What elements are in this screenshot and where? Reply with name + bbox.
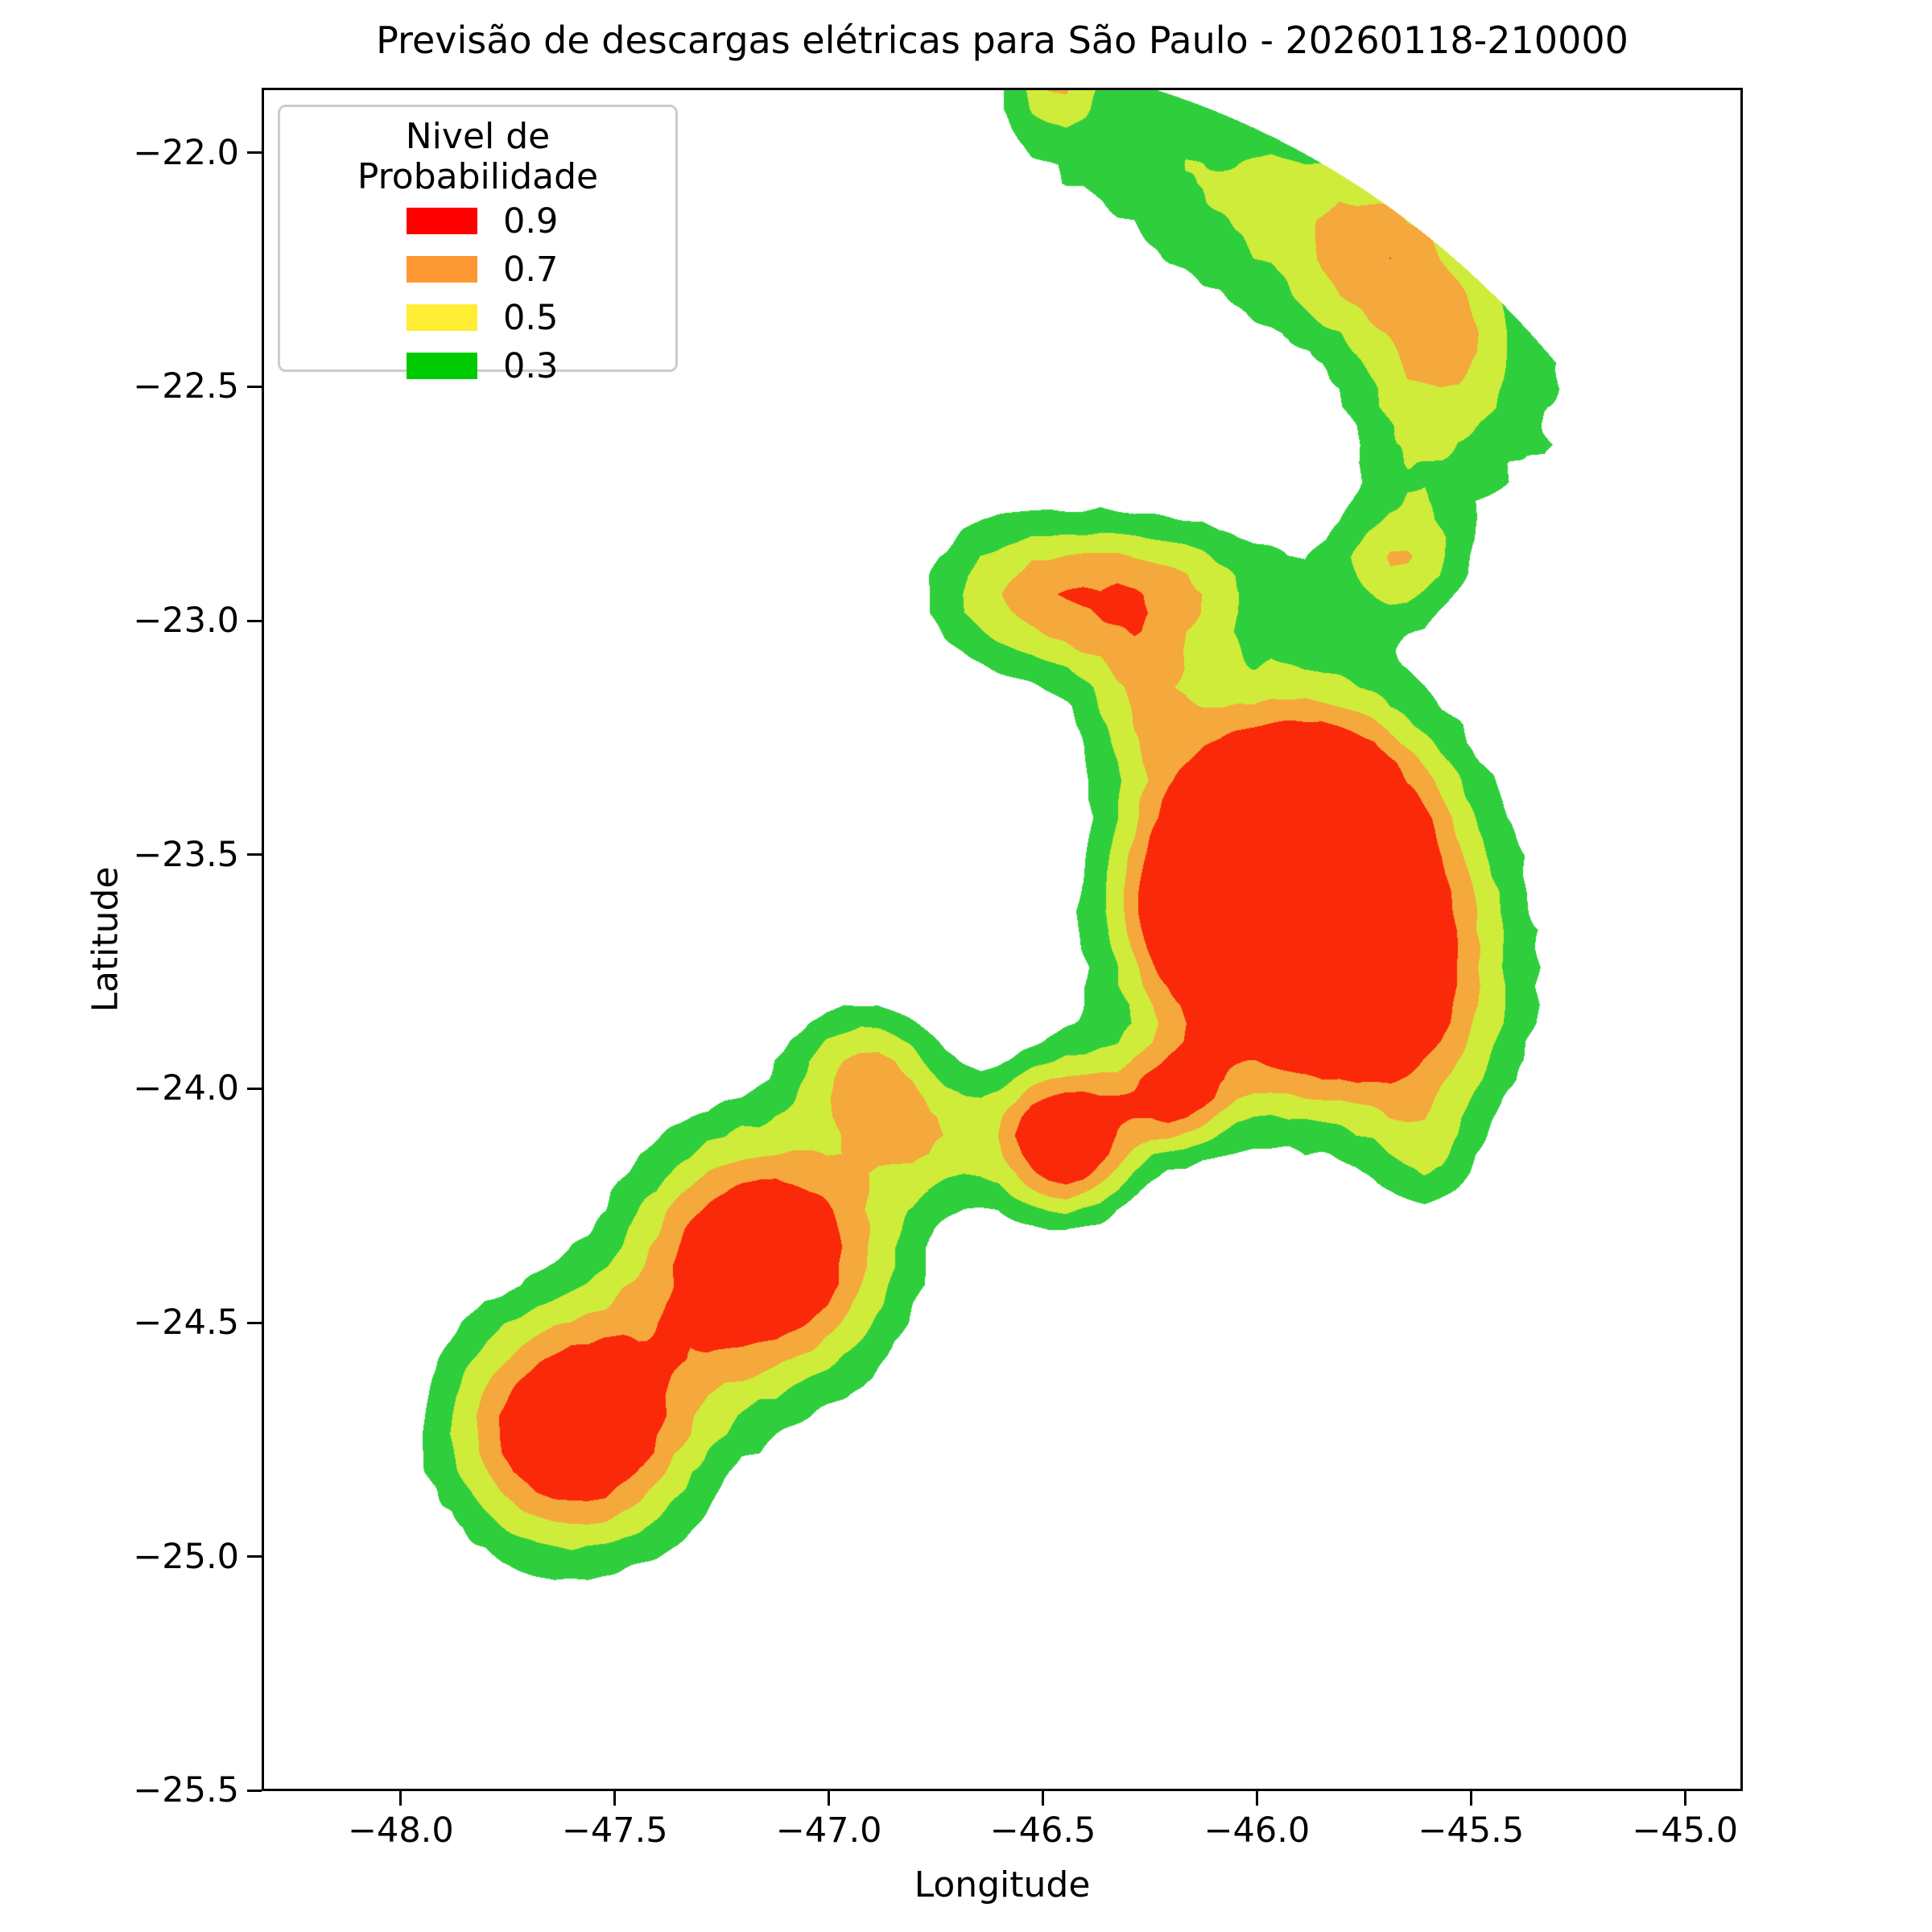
legend-item: 0.7 xyxy=(280,246,675,294)
x-tick-label: −47.5 xyxy=(561,1810,668,1851)
contour-canvas xyxy=(264,90,1740,1789)
legend-item: 0.3 xyxy=(280,342,675,390)
x-tick-mark xyxy=(1255,1791,1258,1806)
x-tick-label: −48.0 xyxy=(347,1810,454,1851)
x-tick-mark xyxy=(1042,1791,1045,1806)
x-tick-label: −45.5 xyxy=(1418,1810,1525,1851)
legend-title: Nivel de Probabilidade xyxy=(357,116,599,197)
legend-swatch xyxy=(407,353,477,379)
y-tick-label: −24.0 xyxy=(133,1068,239,1109)
plot-area xyxy=(262,88,1743,1791)
legend-item-label: 0.9 xyxy=(503,201,559,242)
legend-swatch xyxy=(407,304,477,331)
legend: Nivel de Probabilidade 0.9 0.7 0.5 0.3 xyxy=(278,105,678,386)
y-tick-label: −23.5 xyxy=(133,834,239,875)
y-tick-label: −22.5 xyxy=(133,366,239,407)
x-tick-label: −46.5 xyxy=(989,1810,1096,1851)
x-tick-mark xyxy=(1683,1791,1686,1806)
y-tick-mark xyxy=(247,619,262,622)
x-tick-label: −47.0 xyxy=(775,1810,882,1851)
legend-swatch xyxy=(407,208,477,234)
y-tick-mark xyxy=(247,853,262,857)
legend-item: 0.9 xyxy=(280,197,675,246)
y-tick-label: −25.0 xyxy=(133,1536,239,1577)
y-tick-mark xyxy=(247,1555,262,1558)
x-tick-label: −45.0 xyxy=(1632,1810,1739,1851)
legend-swatch xyxy=(407,256,477,283)
x-tick-mark xyxy=(828,1791,831,1806)
legend-item: 0.5 xyxy=(280,294,675,342)
x-tick-label: −46.0 xyxy=(1203,1810,1311,1851)
x-tick-mark xyxy=(1469,1791,1472,1806)
chart-title: Previsão de descargas elétricas para São… xyxy=(376,19,1629,62)
y-tick-mark xyxy=(247,1087,262,1090)
legend-items: 0.9 0.7 0.5 0.3 xyxy=(280,197,675,390)
y-tick-label: −24.5 xyxy=(133,1302,239,1344)
legend-item-label: 0.3 xyxy=(503,346,559,386)
y-tick-mark xyxy=(247,1321,262,1324)
y-tick-label: −22.0 xyxy=(133,132,239,173)
y-tick-label: −23.0 xyxy=(133,601,239,642)
legend-item-label: 0.7 xyxy=(503,250,559,290)
y-tick-mark xyxy=(247,1789,262,1792)
y-tick-label: −25.5 xyxy=(133,1770,239,1811)
x-tick-mark xyxy=(613,1791,617,1806)
x-tick-mark xyxy=(399,1791,402,1806)
legend-item-label: 0.5 xyxy=(503,298,559,338)
y-axis-label: Latitude xyxy=(85,866,126,1013)
y-tick-mark xyxy=(247,385,262,388)
x-axis-label: Longitude xyxy=(914,1864,1091,1905)
y-tick-mark xyxy=(247,151,262,155)
